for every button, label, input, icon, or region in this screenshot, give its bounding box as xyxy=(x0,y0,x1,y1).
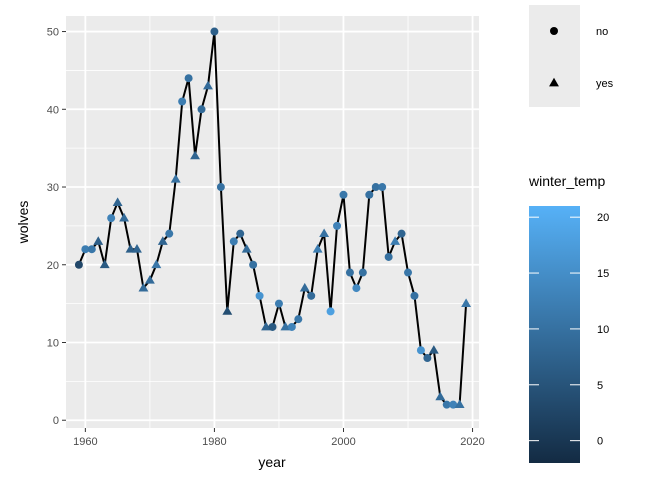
color-legend-label: 0 xyxy=(597,436,603,448)
data-point-circle xyxy=(229,237,238,246)
data-point-circle xyxy=(74,260,83,269)
data-point-triangle xyxy=(144,275,155,284)
data-point-circle xyxy=(107,214,116,223)
y-axis-title: wolves xyxy=(15,201,31,245)
data-point-circle xyxy=(345,268,354,277)
data-point-circle xyxy=(384,252,393,261)
color-legend-ticks: 0 5 10 15 20 xyxy=(529,212,609,448)
data-point-triangle xyxy=(132,244,142,253)
data-point-circle xyxy=(442,400,451,409)
axes: 1960 1980 2000 2020 0 10 20 30 40 50 xyxy=(47,27,485,448)
data-point-triangle xyxy=(390,236,401,245)
color-legend-label: 5 xyxy=(597,380,603,392)
y-tick-label: 0 xyxy=(53,415,59,427)
data-point-circle xyxy=(255,291,264,300)
data-point-triangle xyxy=(138,282,149,292)
data-point-triangle xyxy=(319,228,330,238)
data-point-circle xyxy=(294,315,303,324)
data-point-circle xyxy=(423,354,432,363)
grid-lines xyxy=(66,16,479,428)
data-point-triangle xyxy=(99,259,110,269)
data-point-triangle xyxy=(261,321,271,331)
data-point-circle xyxy=(371,183,380,192)
legend-label-yes: yes xyxy=(596,78,614,90)
x-tick-label: 2020 xyxy=(460,436,484,448)
data-point-circle xyxy=(378,183,387,192)
color-bar xyxy=(529,206,580,463)
data-points xyxy=(74,27,472,409)
data-point-circle xyxy=(416,346,425,355)
data-point-triangle xyxy=(461,298,472,308)
data-point-circle xyxy=(216,183,225,192)
data-point-circle xyxy=(178,97,187,106)
data-point-circle xyxy=(197,105,206,114)
data-point-circle xyxy=(236,229,245,238)
data-point-circle xyxy=(274,299,283,308)
data-point-circle xyxy=(287,322,296,331)
data-point-triangle xyxy=(93,236,104,245)
shape-legend-keys-bg xyxy=(529,5,580,107)
y-tick-label: 10 xyxy=(47,337,59,349)
x-tick-label: 1960 xyxy=(73,436,97,448)
data-point-triangle xyxy=(203,80,213,90)
data-point-circle xyxy=(449,400,458,409)
data-point-circle xyxy=(352,284,361,293)
shape-legend: no yes xyxy=(529,5,614,107)
legend-triangle-key xyxy=(549,77,559,87)
data-point-circle xyxy=(339,190,348,199)
color-legend-label: 10 xyxy=(597,324,609,336)
data-point-triangle xyxy=(151,259,162,269)
data-point-triangle xyxy=(112,197,123,206)
data-point-triangle xyxy=(312,244,323,253)
color-legend-title: winter_temp xyxy=(528,173,605,189)
data-point-circle xyxy=(87,245,96,254)
legend-circle-key xyxy=(550,27,558,35)
y-tick-label: 40 xyxy=(47,104,59,116)
data-point-triangle xyxy=(119,212,130,222)
x-axis-title: year xyxy=(258,454,286,470)
y-tick-label: 20 xyxy=(47,260,59,272)
data-point-triangle xyxy=(241,244,252,253)
data-point-circle xyxy=(210,27,219,36)
data-point-circle xyxy=(365,190,374,199)
data-point-circle xyxy=(404,268,413,277)
data-point-triangle xyxy=(125,244,136,253)
data-point-circle xyxy=(165,229,174,238)
data-point-circle xyxy=(410,291,419,300)
legend-label-no: no xyxy=(596,26,608,38)
data-point-triangle xyxy=(299,282,310,292)
data-point-circle xyxy=(81,245,90,254)
data-point-triangle xyxy=(190,150,201,160)
data-point-triangle xyxy=(280,321,291,331)
data-point-circle xyxy=(307,291,316,300)
data-point-circle xyxy=(326,307,335,316)
data-point-triangle xyxy=(428,345,439,354)
plot-panel xyxy=(66,16,479,428)
data-point-triangle xyxy=(222,306,233,315)
data-point-triangle xyxy=(170,174,181,183)
data-point-triangle xyxy=(157,236,168,245)
y-tick-label: 30 xyxy=(47,182,59,194)
data-point-circle xyxy=(249,260,258,269)
data-point-triangle xyxy=(435,391,446,401)
data-point-circle xyxy=(184,74,193,83)
x-tick-label: 1980 xyxy=(202,436,226,448)
y-tick-label: 50 xyxy=(47,27,59,39)
data-point-triangle xyxy=(454,399,465,409)
data-point-circle xyxy=(358,268,367,277)
x-tick-label: 2000 xyxy=(331,436,355,448)
data-point-circle xyxy=(333,221,342,230)
color-legend-label: 15 xyxy=(597,268,609,280)
data-point-circle xyxy=(268,322,277,331)
data-point-circle xyxy=(397,229,406,238)
color-legend-label: 20 xyxy=(597,212,609,224)
